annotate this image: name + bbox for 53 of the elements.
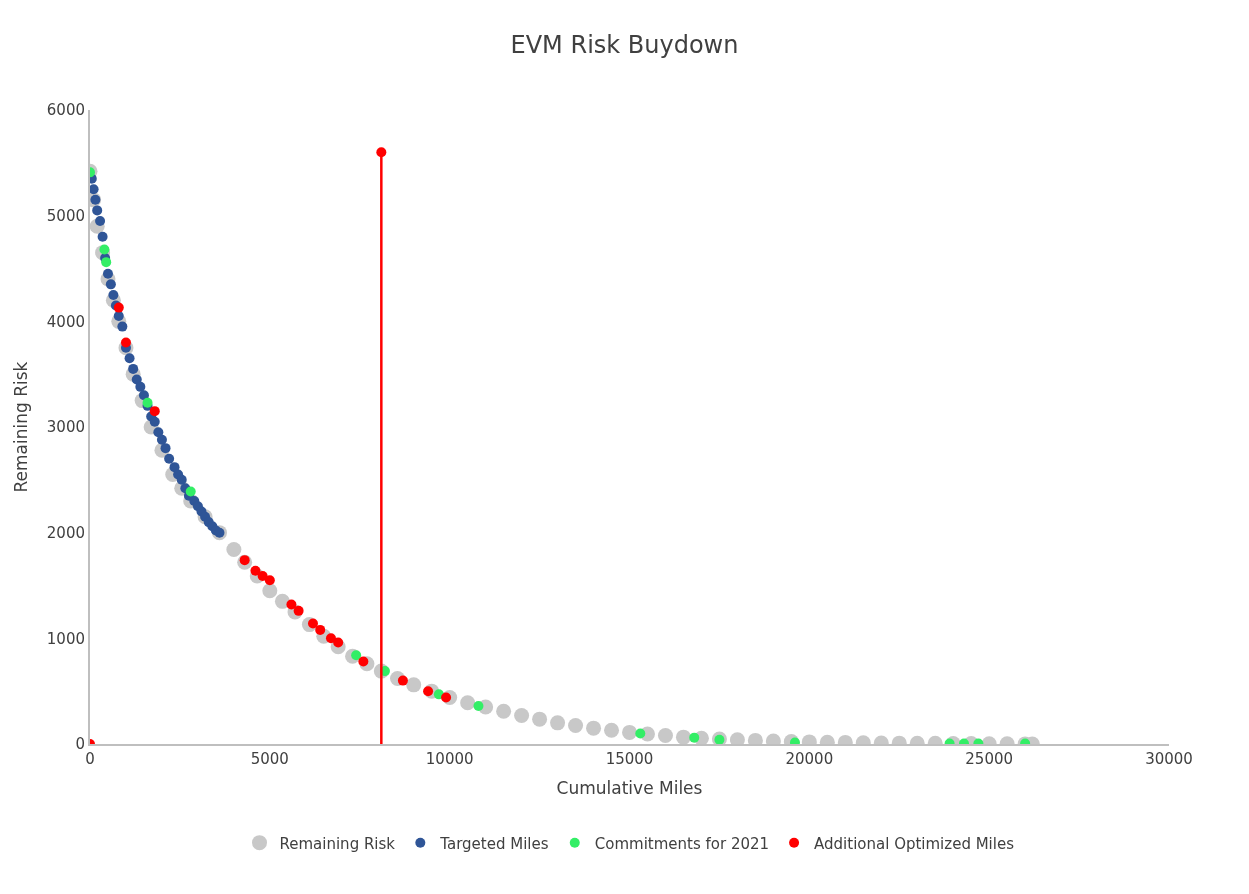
x-tick-label: 15000	[605, 750, 654, 768]
point	[124, 353, 135, 364]
point	[164, 453, 175, 464]
point	[250, 565, 261, 576]
point	[689, 732, 700, 743]
x-axis-title: Cumulative Miles	[556, 777, 703, 798]
point	[635, 728, 646, 739]
point	[257, 570, 268, 581]
point	[169, 462, 180, 473]
point	[97, 231, 108, 242]
point	[135, 381, 146, 392]
y-tick-label: 4000	[46, 312, 85, 331]
point	[286, 599, 297, 610]
legend-label: Additional Optimized Miles	[814, 834, 1015, 853]
y-tick-label: 2000	[46, 523, 85, 542]
point	[473, 700, 484, 711]
point	[185, 486, 196, 497]
y-tick-label: 3000	[46, 418, 85, 437]
point	[156, 434, 167, 445]
point	[325, 633, 336, 644]
x-tick-label: 10000	[425, 750, 474, 768]
point	[108, 289, 119, 300]
point	[95, 215, 106, 226]
x-tick-label: 25000	[965, 750, 1014, 768]
x-tick-label: 20000	[785, 750, 834, 768]
point	[264, 575, 275, 586]
point	[102, 268, 113, 279]
point	[92, 205, 103, 216]
point	[128, 363, 139, 374]
y-axis-title: Remaining Risk	[10, 361, 31, 493]
legend-label: Targeted Miles	[439, 834, 549, 853]
point	[138, 390, 149, 401]
x-tick-label: 30000	[1145, 750, 1193, 768]
point	[101, 257, 112, 268]
legend-label: Remaining Risk	[279, 834, 396, 853]
point	[441, 692, 452, 703]
point	[153, 427, 164, 438]
point	[120, 337, 131, 348]
point	[99, 244, 110, 255]
point	[149, 406, 160, 417]
point	[149, 416, 160, 427]
point	[90, 184, 99, 195]
y-tick-label: 0	[75, 735, 85, 754]
y-tick-label: 1000	[46, 629, 85, 648]
point	[397, 675, 408, 686]
legend-label: Commitments for 2021	[594, 834, 770, 853]
y-tick-label: 6000	[46, 101, 85, 120]
point	[176, 474, 187, 485]
point	[307, 618, 318, 629]
y-tick-label: 5000	[46, 206, 85, 225]
x-tick-label: 5000	[250, 750, 289, 768]
point	[315, 624, 326, 635]
chart-title: EVM Risk Buydown	[510, 30, 739, 59]
